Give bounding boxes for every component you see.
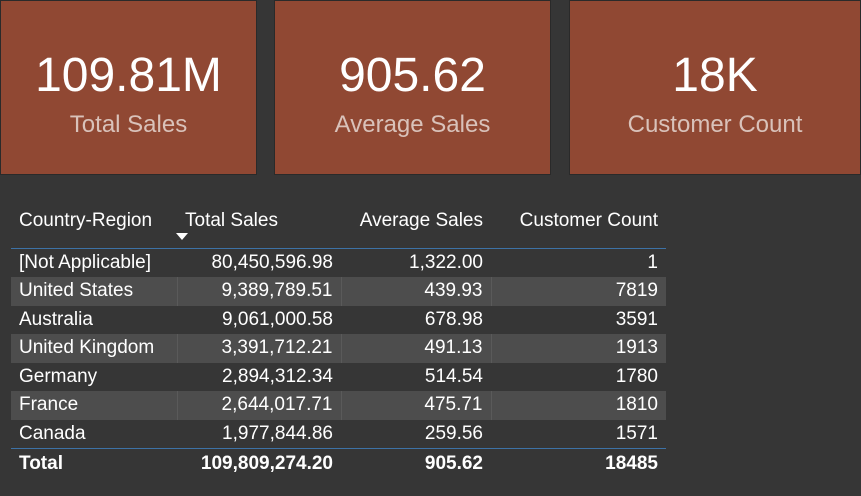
cell-total-sales: 9,061,000.58 <box>222 308 333 330</box>
kpi-value: 109.81M <box>35 49 222 102</box>
cell-average-sales: 491.13 <box>340 334 491 363</box>
cell-average-sales: 1,322.00 <box>409 252 483 273</box>
kpi-value: 905.62 <box>339 49 486 102</box>
kpi-label: Average Sales <box>334 111 491 138</box>
cell-average-sales: 439.93 <box>340 277 491 306</box>
table-row[interactable]: France 2,644,017.71 475.71 1810 <box>11 391 666 420</box>
table-row[interactable]: Australia 9,061,000.58 678.98 3591 <box>11 306 666 335</box>
cell-country: Australia <box>19 308 93 330</box>
cell-average-sales: 514.54 <box>424 365 483 387</box>
table-header-row: Country-Region Total Sales Average Sales… <box>11 205 666 249</box>
cell-total-sales: 1,977,844.86 <box>222 422 333 444</box>
kpi-value: 18K <box>672 49 758 102</box>
table-row[interactable]: Germany 2,894,312.34 514.54 1780 <box>11 363 666 392</box>
kpi-label: Total Sales <box>69 111 188 138</box>
cell-customer-count: 3591 <box>615 308 658 330</box>
total-average-sales-value: 905.62 <box>341 447 491 479</box>
kpi-card-average-sales[interactable]: 905.62 Average Sales <box>274 0 551 175</box>
column-header-average-sales[interactable]: Average Sales <box>341 205 491 249</box>
cell-average-sales: 259.56 <box>424 422 483 444</box>
cell-customer-count: 1 <box>647 252 658 273</box>
cell-country: Canada <box>19 422 86 444</box>
cell-country: Germany <box>19 365 98 387</box>
column-header-customer-count[interactable]: Customer Count <box>491 205 666 249</box>
column-header-total-sales[interactable]: Total Sales <box>177 205 341 249</box>
cell-country: France <box>11 391 177 420</box>
table-row[interactable]: [Not Applicable] 80,450,596.98 1,322.00 … <box>11 249 666 278</box>
cell-customer-count: 1810 <box>490 391 666 420</box>
column-header-country-region[interactable]: Country-Region <box>11 205 177 249</box>
cell-total-sales: 3,391,712.21 <box>176 334 341 363</box>
cell-customer-count: 7819 <box>490 277 666 306</box>
cell-total-sales: 9,389,789.51 <box>176 277 341 306</box>
cell-average-sales: 678.98 <box>424 308 483 330</box>
cell-customer-count: 1913 <box>490 334 666 363</box>
table-row[interactable]: Canada 1,977,844.86 259.56 1571 <box>11 420 666 449</box>
sales-by-country-table[interactable]: Country-Region Total Sales Average Sales… <box>11 205 666 479</box>
cell-average-sales: 475.71 <box>340 391 491 420</box>
total-sales-value: 109,809,274.20 <box>177 447 341 479</box>
sort-descending-icon[interactable] <box>176 233 188 240</box>
table-row[interactable]: United States 9,389,789.51 439.93 7819 <box>11 277 666 306</box>
cell-country: [Not Applicable] <box>19 252 152 273</box>
table-row[interactable]: United Kingdom 3,391,712.21 491.13 1913 <box>11 334 666 363</box>
cell-total-sales: 2,644,017.71 <box>176 391 341 420</box>
table-total-row: Total 109,809,274.20 905.62 18485 <box>11 447 666 479</box>
cell-country: United States <box>11 277 177 306</box>
cell-total-sales: 2,894,312.34 <box>222 365 333 387</box>
cell-total-sales: 80,450,596.98 <box>211 252 333 273</box>
cell-customer-count: 1780 <box>615 365 658 387</box>
total-label: Total <box>11 447 177 479</box>
cell-country: United Kingdom <box>11 334 177 363</box>
kpi-card-customer-count[interactable]: 18K Customer Count <box>569 0 861 175</box>
total-customer-count-value: 18485 <box>491 447 666 479</box>
kpi-card-total-sales[interactable]: 109.81M Total Sales <box>0 0 257 175</box>
cell-customer-count: 1571 <box>615 422 658 444</box>
kpi-label: Customer Count <box>627 111 803 138</box>
